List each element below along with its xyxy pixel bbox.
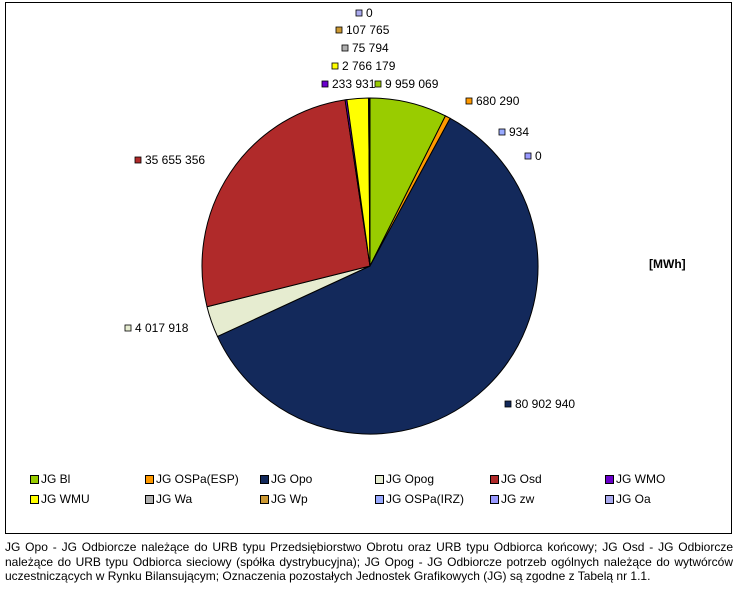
legend-item: JG Osd [490,472,542,486]
legend-item: JG Wp [260,492,308,506]
caption-text: JG Opo - JG Odbiorcze należące do URB ty… [5,540,733,583]
data-label-text: 2 766 179 [342,59,396,73]
legend-label: JG zw [501,492,535,506]
pie-slice [201,99,371,308]
data-label-text: 75 794 [352,41,389,55]
legend-swatch [145,494,154,504]
data-label-swatch [134,156,142,164]
data-label: 80 902 940 [504,397,575,411]
data-label: 107 765 [335,23,390,37]
legend-label: JG Osd [501,472,542,486]
data-label-swatch [355,9,363,17]
legend-swatch [30,494,39,504]
pie-chart: 9 959 069 680 290 80 902 940 4 017 918 35 65… [124,6,575,435]
legend-label: JG Oa [616,492,651,506]
data-label: 35 655 356 [134,153,205,167]
legend-item: JG Opo [260,472,312,486]
data-label-swatch [465,97,473,105]
legend-label: JG WMU [41,492,90,506]
data-label-text: 35 655 356 [145,153,205,167]
unit-label: [MWh] [649,257,686,271]
legend-swatch [375,474,384,484]
data-label: 934 [498,125,529,139]
data-label-text: 680 290 [476,94,520,108]
legend-swatch [260,494,269,504]
legend-label: JG OSPa(IRZ) [386,492,465,506]
legend-label: JG WMO [616,472,666,486]
legend-swatch [30,474,39,484]
data-label: 4 017 918 [124,321,189,335]
data-label: 75 794 [341,41,389,55]
legend-item: JG Opog [375,472,434,486]
data-label-swatch [524,152,532,160]
data-label: 233 931 [321,77,376,91]
legend-item: JG Oa [605,492,651,506]
data-label-text: 0 [366,6,373,20]
legend-item: JG Wa [145,492,192,506]
legend-label: JG Opo [271,472,313,486]
data-label-text: 9 959 069 [385,77,439,91]
legend-label: JG Wa [156,492,193,506]
legend-swatch [260,474,269,484]
legend-label: JG Opog [386,472,435,486]
data-label-swatch [124,324,132,332]
legend-item: JG Bl [30,472,70,486]
pie-slice [216,117,539,435]
legend-swatch [605,474,614,484]
data-label: 2 766 179 [331,59,396,73]
data-label-swatch [504,400,512,408]
legend-swatch [490,474,499,484]
data-label-text: 80 902 940 [515,397,575,411]
data-label-swatch [321,80,329,88]
legend-item: JG zw [490,492,534,506]
data-label-swatch [374,80,382,88]
data-label: 680 290 [465,94,520,108]
legend-label: JG Wp [271,492,308,506]
data-label-swatch [331,62,339,70]
legend-label: JG OSPa(ESP) [156,472,239,486]
legend: JG Bl JG OSPa(ESP) JG Opo JG Opog JG Osd JG W… [30,472,720,512]
legend-item: JG WMO [605,472,665,486]
data-label: 9 959 069 [374,77,439,91]
data-label-text: 934 [509,125,529,139]
legend-item: JG OSPa(ESP) [145,472,239,486]
data-label: 0 [524,149,542,163]
legend-item: JG WMU [30,492,90,506]
data-label-swatch [498,128,506,136]
legend-label: JG Bl [41,472,71,486]
data-label-text: 107 765 [346,23,390,37]
legend-swatch [605,494,614,504]
data-label-swatch [341,44,349,52]
legend-swatch [490,494,499,504]
data-label-text: 4 017 918 [135,321,189,335]
data-label-text: 0 [535,149,542,163]
legend-swatch [375,494,384,504]
data-label-swatch [335,26,343,34]
data-label: 0 [355,6,373,20]
data-label-text: 233 931 [332,77,376,91]
legend-item: JG OSPa(IRZ) [375,492,464,506]
legend-swatch [145,474,154,484]
